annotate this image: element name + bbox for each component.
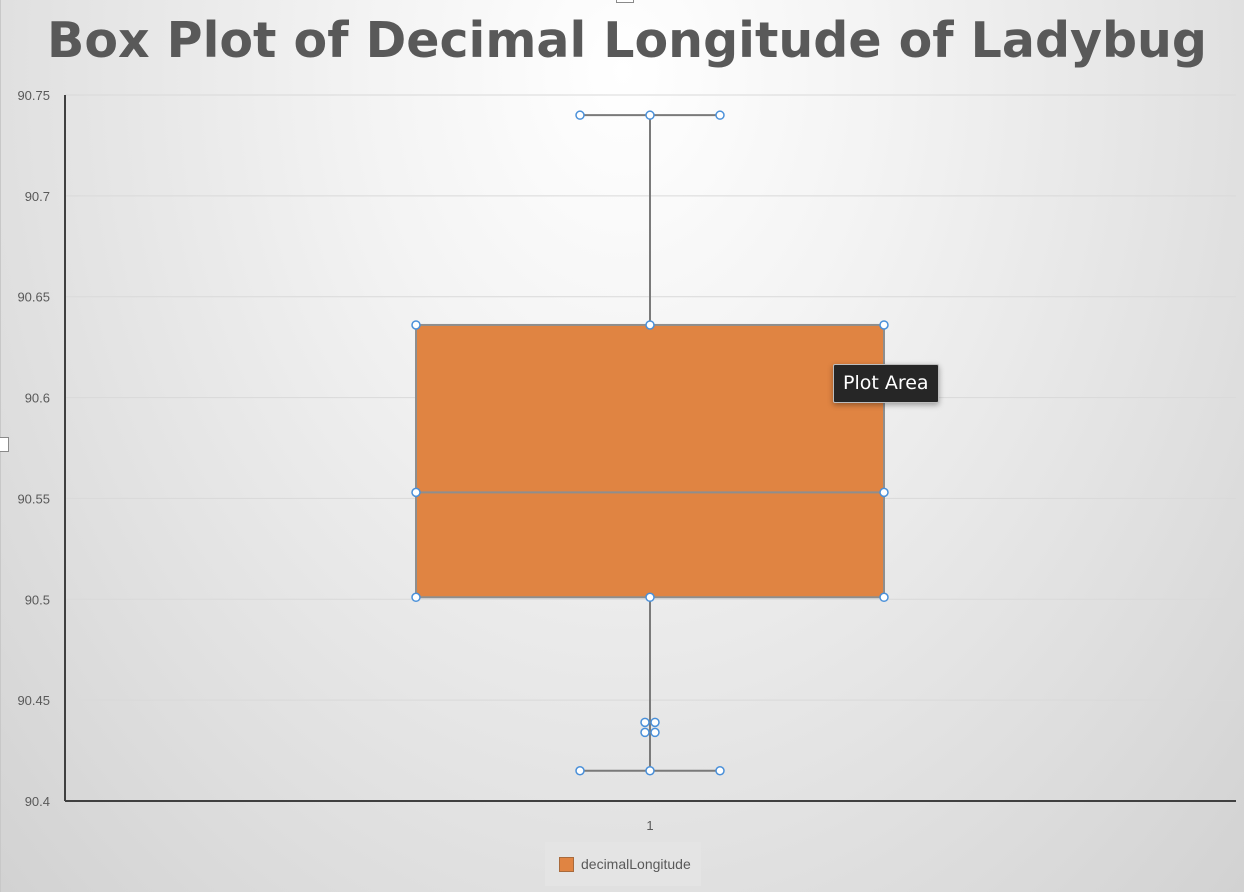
box-plot-series[interactable] xyxy=(415,114,885,772)
plot-area-tooltip: Plot Area xyxy=(833,364,939,403)
selection-handle[interactable] xyxy=(411,487,421,498)
chart-resize-handle-top[interactable] xyxy=(616,0,634,3)
selection-handle[interactable] xyxy=(879,320,889,330)
selection-handle[interactable] xyxy=(715,110,725,120)
y-tick-label: 90.45 xyxy=(17,693,50,708)
axes[interactable]: 90.75 90.7 90.65 90.6 90.55 90.5 90.45 90.4 1 xyxy=(17,88,1236,833)
chart-resize-handle-left[interactable] xyxy=(0,437,9,452)
selection-handle[interactable] xyxy=(645,592,655,603)
selection-handle[interactable] xyxy=(411,592,421,603)
selection-handle[interactable] xyxy=(411,320,421,330)
y-tick-label: 90.55 xyxy=(17,491,50,506)
y-tick-label: 90.5 xyxy=(25,592,50,607)
y-tick-label: 90.75 xyxy=(17,88,50,103)
selection-handle[interactable] xyxy=(879,592,889,603)
outlier-point[interactable] xyxy=(650,727,660,738)
y-tick-label: 90.65 xyxy=(17,290,50,305)
outlier-point[interactable] xyxy=(640,717,650,728)
x-tick-label: 1 xyxy=(646,818,653,833)
iqr-box[interactable] xyxy=(415,323,885,599)
selection-handle[interactable] xyxy=(645,320,655,330)
chart-title[interactable]: Box Plot of Decimal Longitude of Ladybug xyxy=(47,12,1207,69)
selection-handle[interactable] xyxy=(575,765,585,776)
selection-handle[interactable] xyxy=(575,110,585,120)
selection-handles[interactable] xyxy=(411,110,889,776)
selection-handle[interactable] xyxy=(715,765,725,776)
legend[interactable]: decimalLongitude xyxy=(545,842,701,886)
y-tick-label: 90.6 xyxy=(25,391,50,406)
y-tick-label: 90.7 xyxy=(25,189,50,204)
selection-handle[interactable] xyxy=(879,487,889,498)
legend-label: decimalLongitude xyxy=(581,856,691,872)
outlier-point[interactable] xyxy=(650,717,660,728)
selection-handle[interactable] xyxy=(645,110,655,120)
selection-handle[interactable] xyxy=(645,765,655,776)
legend-swatch xyxy=(559,856,574,872)
y-tick-label: 90.4 xyxy=(25,794,50,809)
outlier-point[interactable] xyxy=(640,727,650,738)
